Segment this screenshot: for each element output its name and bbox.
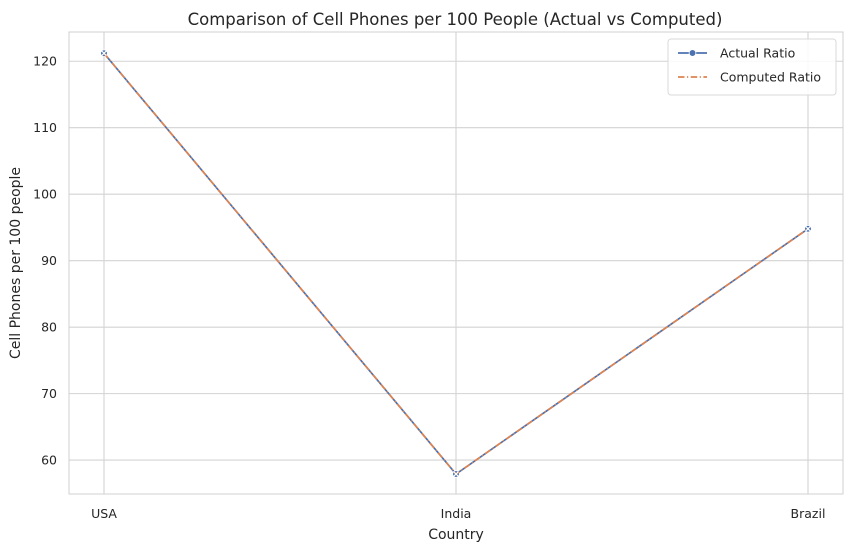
data-point-computed-ratio — [101, 50, 107, 56]
data-point-computed-ratio — [453, 471, 459, 477]
legend-marker — [688, 49, 697, 57]
chart-title: Comparison of Cell Phones per 100 People… — [188, 10, 723, 29]
data-point-computed-ratio — [805, 226, 811, 232]
y-tick-label: 100 — [33, 187, 57, 202]
y-tick-label: 70 — [41, 386, 57, 401]
x-tick-label: Brazil — [791, 506, 826, 521]
y-tick-label: 120 — [33, 54, 57, 69]
y-tick-label: 60 — [41, 453, 57, 468]
legend-label: Computed Ratio — [720, 70, 821, 85]
ticks-layer: 60 70 80 90 100 110 120 USA India Brazil — [33, 54, 825, 521]
y-tick-label: 90 — [41, 253, 57, 268]
x-axis-label: Country — [428, 527, 484, 543]
marker-x-stroke — [453, 471, 459, 477]
marker-x-stroke — [101, 50, 107, 56]
marker-x-stroke — [805, 226, 811, 232]
plot-area-frame — [68, 31, 844, 495]
legend-label: Actual Ratio — [720, 46, 795, 61]
x-tick-label: India — [441, 506, 472, 521]
legend: Actual Ratio Computed Ratio — [667, 38, 837, 96]
y-tick-label: 80 — [41, 320, 57, 335]
y-tick-label: 110 — [33, 120, 57, 135]
x-tick-label: USA — [91, 506, 117, 521]
legend-box — [667, 38, 837, 96]
series-layer — [100, 49, 812, 478]
y-axis-label: Cell Phones per 100 people — [8, 167, 24, 359]
